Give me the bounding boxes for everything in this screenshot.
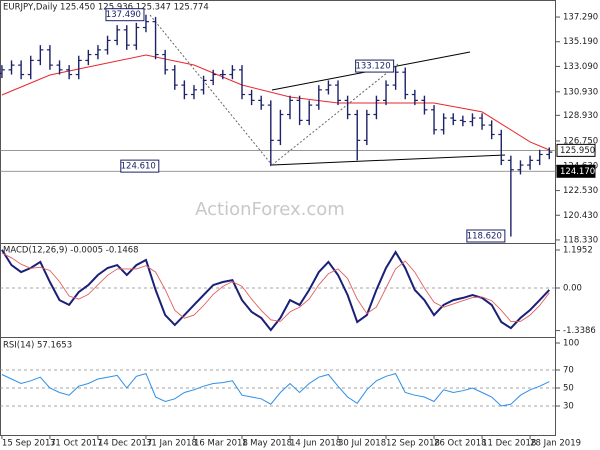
price-annotation: 124.610 bbox=[121, 162, 156, 172]
price-annotation: 118.620 bbox=[467, 232, 502, 242]
y-tick-label: 130.930 bbox=[563, 87, 598, 97]
price-tag-label: 124.170 bbox=[560, 167, 595, 177]
x-tick-label: 1 May 2018 bbox=[242, 439, 292, 449]
y-tick-label: 0.00 bbox=[563, 284, 582, 294]
price-tag-label: 125.950 bbox=[560, 146, 595, 156]
x-tick-label: 31 Oct 2017 bbox=[50, 439, 103, 449]
x-tick-label: 14 Jun 2018 bbox=[290, 439, 341, 449]
y-tick-label: 1.1952 bbox=[563, 245, 593, 255]
x-tick-label: 26 Oct 2018 bbox=[434, 439, 487, 449]
x-tick-label: 16 Mar 2018 bbox=[194, 439, 248, 449]
watermark: ActionForex.com bbox=[195, 199, 345, 220]
rsi-title: RSI(14) 57.1653 bbox=[3, 341, 72, 351]
y-tick-label: 70 bbox=[563, 366, 574, 376]
price-annotation-box bbox=[105, 8, 145, 22]
trend-line bbox=[271, 154, 506, 166]
y-tick-label: 128.930 bbox=[563, 111, 598, 121]
macd-title: MACD(12,26,9) -0.0005 -0.1468 bbox=[3, 246, 139, 256]
y-tick-label: 137.290 bbox=[563, 13, 598, 23]
y-tick-label: 118.330 bbox=[563, 235, 598, 245]
line bbox=[1, 372, 550, 407]
chart-title: EURJPY,Daily 125.450 125.936 125.347 125… bbox=[3, 3, 209, 13]
line bbox=[1, 249, 551, 332]
line bbox=[1, 54, 550, 151]
y-tick-label: 30 bbox=[563, 402, 574, 412]
fib-line bbox=[271, 63, 399, 166]
y-tick-label: 120.430 bbox=[563, 211, 598, 221]
price-annotation-box bbox=[466, 229, 506, 243]
y-tick-label: 50 bbox=[563, 384, 574, 394]
price-annotation: 137.490 bbox=[106, 10, 141, 20]
price-tag bbox=[556, 164, 596, 178]
price-annotation: 133.120 bbox=[355, 62, 390, 72]
y-tick-label: -1.3386 bbox=[563, 326, 596, 336]
x-tick-label: 12 Sep 2018 bbox=[386, 439, 440, 449]
x-tick-label: 15 Sep 2017 bbox=[2, 439, 56, 449]
line bbox=[1, 252, 550, 322]
x-tick-label: 14 Dec 2017 bbox=[98, 439, 152, 449]
price-annotation-box bbox=[120, 159, 160, 173]
x-tick-label: 28 Jan 2019 bbox=[530, 439, 581, 449]
y-tick-label: 100 bbox=[563, 339, 579, 349]
x-tick-label: 30 Jul 2018 bbox=[338, 439, 386, 449]
x-tick-label: 11 Dec 2018 bbox=[482, 439, 536, 449]
y-tick-label: 133.090 bbox=[563, 62, 598, 72]
y-tick-label: 122.530 bbox=[563, 186, 598, 196]
plot-frame bbox=[0, 0, 556, 436]
y-tick-label: 126.750 bbox=[563, 136, 598, 146]
y-tick-label: 135.190 bbox=[563, 37, 598, 47]
price-annotation-box bbox=[355, 59, 395, 73]
fib-line bbox=[149, 14, 273, 166]
x-tick-label: 31 Jan 2018 bbox=[146, 439, 197, 449]
price-tag bbox=[556, 143, 596, 157]
